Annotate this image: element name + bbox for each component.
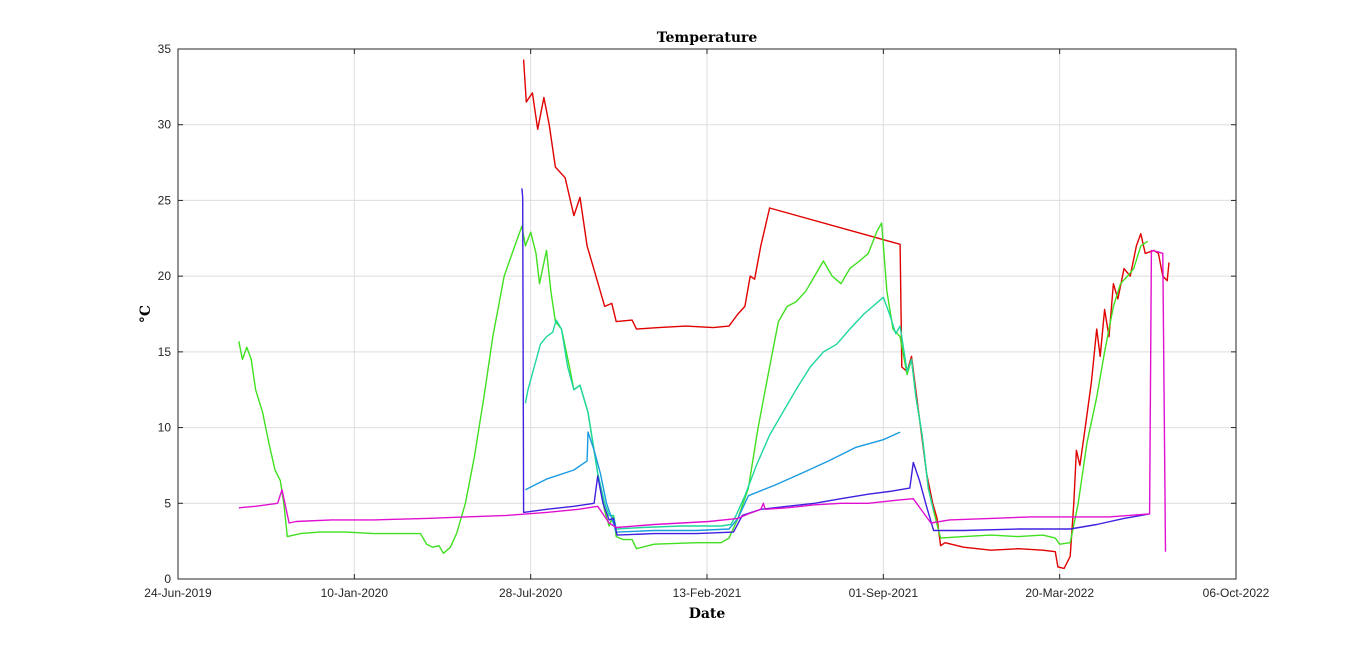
x-tick-label: 13-Feb-2021 xyxy=(673,586,742,600)
x-tick-label: 20-Mar-2022 xyxy=(1025,586,1094,600)
series-line-4 xyxy=(525,431,901,533)
series-line-1 xyxy=(522,59,1170,570)
y-tick-label: 30 xyxy=(158,118,172,132)
series-line-6 xyxy=(238,249,1167,552)
grid-layer xyxy=(178,49,1236,579)
y-axis-label: °C xyxy=(138,305,154,323)
x-tick-label: 24-Jun-2019 xyxy=(144,586,212,600)
y-tick-label: 5 xyxy=(164,496,171,510)
x-tick-label: 01-Sep-2021 xyxy=(849,586,919,600)
y-tick-label: 10 xyxy=(158,421,172,435)
y-tick-label: 15 xyxy=(158,345,172,359)
x-tick-label: 28-Jul-2020 xyxy=(499,586,563,600)
y-tick-label: 25 xyxy=(158,193,172,207)
x-tick-label: 06-Oct-2022 xyxy=(1203,586,1270,600)
y-tick-label: 0 xyxy=(164,572,171,586)
y-tick-label: 35 xyxy=(158,42,172,56)
chart-title: Temperature xyxy=(657,30,758,46)
series-layer xyxy=(238,59,1170,570)
x-axis-label: Date xyxy=(689,606,726,622)
y-tick-label: 20 xyxy=(158,269,172,283)
series-line-3 xyxy=(524,296,935,530)
tick-layer: 0 5 10 15 20 25 30 35 24-Jun-2019 10-Jan-2020 28-J… xyxy=(144,42,1269,600)
series-line-2 xyxy=(238,222,1149,554)
x-tick-label: 10-Jan-2020 xyxy=(321,586,389,600)
series-line-5 xyxy=(521,188,1150,536)
